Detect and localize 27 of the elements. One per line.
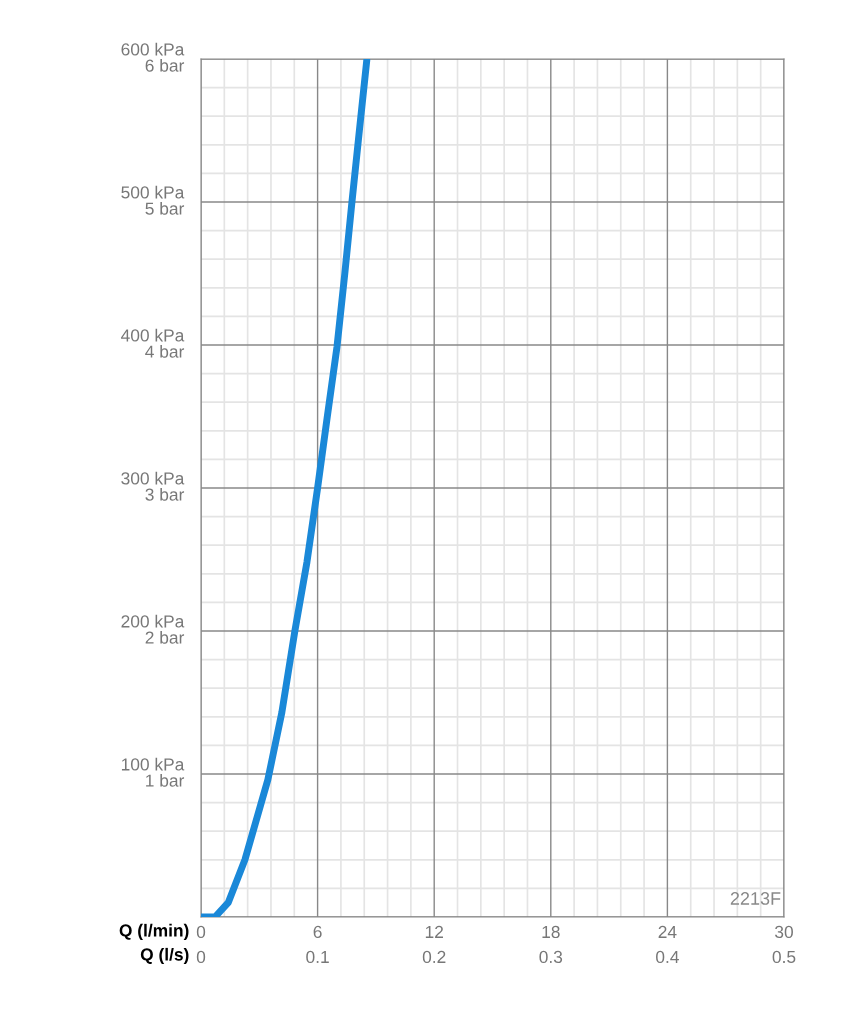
y2-tick-label: 1 bar (146, 774, 185, 787)
y2-tick-label: 3 bar (145, 488, 185, 501)
x-tick-label: 30 (775, 925, 793, 939)
y-tick-label: 400 kPa (121, 328, 185, 342)
x2-tick-label: 0.1 (306, 950, 329, 964)
x-tick-label: 18 (542, 925, 560, 939)
x-tick-label: 24 (658, 925, 677, 938)
y-tick-label: 500 kPa (121, 185, 185, 199)
y2-tick-label: 6 bar (145, 59, 185, 72)
x-axis-title: Q (l/min) (119, 923, 189, 941)
x2-tick-label: 0.3 (539, 950, 563, 964)
x-tick-label: 0 (196, 925, 206, 939)
x-tick-label: 12 (425, 925, 443, 938)
x2-tick-label: 0.5 (772, 950, 796, 964)
y2-tick-label: 4 bar (145, 345, 185, 358)
y-tick-label: 300 kPa (121, 471, 185, 485)
y-tick-label: 600 kPa (121, 42, 185, 56)
x2-tick-label: 0 (196, 950, 206, 964)
x2-axis-title: Q (l/s) (140, 947, 189, 965)
y-tick-label: 200 kPa (121, 614, 185, 628)
x2-tick-label: 0.4 (656, 950, 679, 964)
y2-tick-label: 2 bar (145, 631, 185, 644)
x2-tick-label: 0.2 (422, 950, 446, 964)
x-tick-label: 6 (313, 925, 322, 939)
y-tick-label: 100 kPa (121, 757, 185, 771)
annotation: 2213F (730, 892, 781, 905)
y2-tick-label: 5 bar (145, 202, 185, 215)
